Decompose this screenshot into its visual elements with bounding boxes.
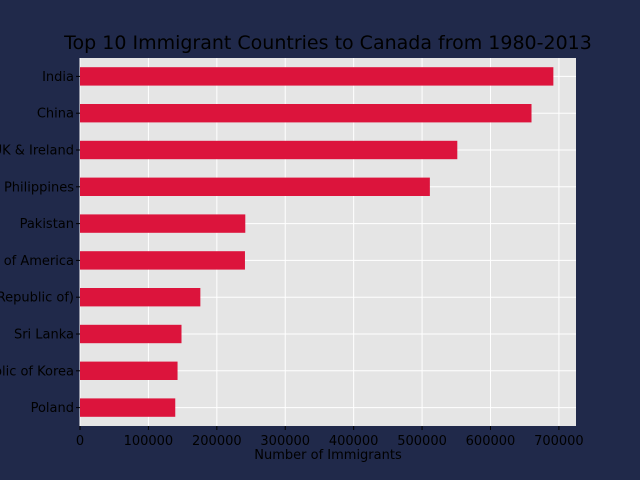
y-tick-label: Poland [31,401,74,416]
y-tick-label: s of America [0,254,74,269]
bar-9 [80,361,178,380]
y-tick-label: UK & Ireland [0,144,74,159]
chart-title: Top 10 Immigrant Countries to Canada fro… [63,32,592,54]
bars [80,67,554,417]
bar-2 [80,104,532,123]
x-tick-label: 300000 [260,434,310,449]
x-tick-label: 100000 [124,434,174,449]
bar-1 [80,67,554,86]
bar-5 [80,214,246,233]
x-tick-label: 600000 [466,434,516,449]
bar-10 [80,398,176,417]
bar-4 [80,177,430,196]
y-tick-label: China [37,107,74,122]
axis-ticks: India China UK & Ireland Philippines Pakista… [0,70,584,449]
y-tick-label: Philippines [4,180,74,195]
bar-3 [80,140,458,160]
y-tick-label: India [42,70,74,85]
y-tick-label: blic of Korea [0,364,74,379]
x-axis-label: Number of Immigrants [254,448,402,463]
y-tick-label: Pakistan [20,217,74,232]
bar-8 [80,324,182,344]
bar-6 [80,251,245,270]
x-tick-label: 700000 [534,434,584,449]
y-tick-label: Sri Lanka [14,328,74,343]
bar-7 [80,288,201,307]
x-tick-label: 400000 [329,434,379,449]
x-tick-label: 200000 [192,434,242,449]
x-tick-label: 0 [76,434,84,449]
y-tick-label: Republic of) [0,291,74,306]
x-tick-label: 500000 [397,434,447,449]
